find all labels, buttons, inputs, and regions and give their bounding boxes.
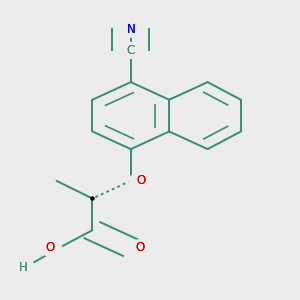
Circle shape bbox=[119, 42, 142, 58]
Circle shape bbox=[119, 21, 142, 37]
Text: O: O bbox=[46, 242, 55, 254]
Text: O: O bbox=[136, 174, 145, 188]
Text: N: N bbox=[126, 23, 135, 36]
Text: O: O bbox=[135, 242, 144, 254]
Text: H: H bbox=[19, 261, 28, 274]
Circle shape bbox=[39, 240, 62, 256]
Circle shape bbox=[128, 240, 151, 256]
Text: H: H bbox=[19, 261, 28, 274]
Text: O: O bbox=[136, 174, 145, 188]
Circle shape bbox=[129, 173, 152, 189]
Text: C: C bbox=[127, 44, 135, 57]
Text: C: C bbox=[127, 44, 135, 57]
Text: N: N bbox=[126, 23, 135, 36]
Circle shape bbox=[12, 259, 35, 275]
Text: O: O bbox=[135, 242, 144, 254]
Text: O: O bbox=[46, 242, 55, 254]
